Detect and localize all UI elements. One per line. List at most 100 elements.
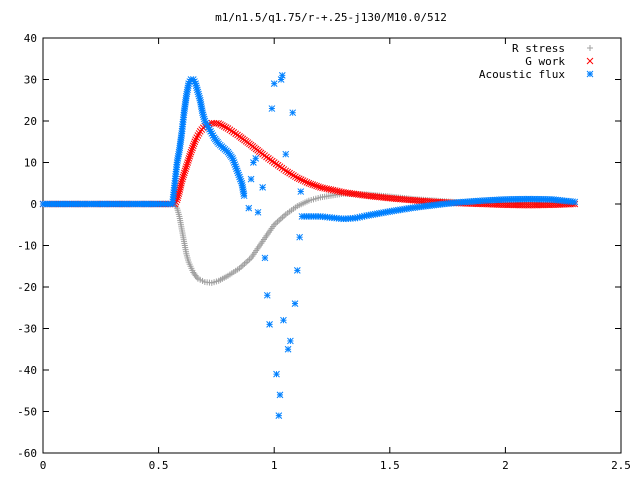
y-tick-label: 10 xyxy=(24,157,37,170)
data-point xyxy=(183,161,191,168)
legend-label: Acoustic flux xyxy=(479,68,565,81)
data-point xyxy=(307,180,315,188)
data-point xyxy=(185,154,193,162)
data-point xyxy=(184,159,192,166)
data-point xyxy=(261,254,269,262)
data-point xyxy=(303,178,311,186)
data-point xyxy=(240,192,248,200)
data-point xyxy=(301,178,309,185)
data-point xyxy=(293,267,301,274)
data-point xyxy=(222,124,230,131)
data-point xyxy=(179,175,186,183)
data-point xyxy=(177,181,185,189)
plot-frame xyxy=(42,37,622,454)
y-tick-label: 30 xyxy=(24,74,37,87)
data-point xyxy=(192,136,199,144)
data-point xyxy=(186,152,194,160)
data-point xyxy=(220,123,228,130)
data-point xyxy=(268,105,276,112)
data-point xyxy=(177,179,185,187)
data-point xyxy=(571,198,579,206)
x-tick-label: 0 xyxy=(40,459,47,472)
data-point xyxy=(187,148,195,156)
series-g-work xyxy=(39,119,579,209)
data-point xyxy=(182,163,190,171)
legend-marker xyxy=(586,57,594,65)
data-point xyxy=(245,204,253,212)
data-point xyxy=(217,121,224,128)
data-point xyxy=(179,173,187,181)
data-point xyxy=(315,183,322,191)
data-point xyxy=(191,138,199,146)
data-point xyxy=(296,233,303,241)
data-point xyxy=(219,122,226,129)
data-point xyxy=(280,316,287,324)
data-point xyxy=(291,300,299,307)
data-point xyxy=(284,345,292,353)
data-point xyxy=(311,181,319,189)
data-point xyxy=(201,117,209,125)
data-point xyxy=(176,186,184,193)
data-point xyxy=(181,167,189,175)
data-point xyxy=(290,172,297,179)
y-tick-label: 40 xyxy=(24,32,37,45)
chart-title: m1/n1.5/q1.75/r-+.25-j130/M10.0/512 xyxy=(215,11,447,24)
data-point xyxy=(263,291,271,299)
data-point xyxy=(213,119,220,127)
data-point xyxy=(180,171,188,179)
data-point xyxy=(297,188,305,195)
data-point xyxy=(247,175,255,183)
data-point xyxy=(252,154,260,162)
x-tick-label: 2 xyxy=(502,459,509,472)
x-tick-label: 0.5 xyxy=(149,459,169,472)
data-point xyxy=(293,174,301,182)
x-tick-label: 1.5 xyxy=(380,459,400,472)
y-tick-label: -60 xyxy=(17,447,37,460)
data-point xyxy=(295,175,303,183)
x-tick-label: 1 xyxy=(271,459,278,472)
y-tick-label: -20 xyxy=(17,281,37,294)
legend-marker xyxy=(586,70,594,78)
data-point xyxy=(277,76,285,83)
data-point xyxy=(190,140,198,148)
data-point xyxy=(305,179,313,187)
legend-marker xyxy=(587,45,593,51)
data-point xyxy=(194,132,202,139)
y-tick-label: -50 xyxy=(17,406,37,419)
data-point xyxy=(299,177,307,184)
data-point xyxy=(254,208,262,216)
data-point xyxy=(184,157,192,164)
data-point xyxy=(273,370,280,378)
data-point xyxy=(175,190,183,197)
y-tick-label: -40 xyxy=(17,364,37,377)
data-point xyxy=(288,170,295,178)
data-point xyxy=(282,150,290,158)
data-point xyxy=(176,184,184,191)
data-point xyxy=(195,130,203,137)
data-point xyxy=(275,412,283,420)
data-point xyxy=(188,146,196,154)
data-layer xyxy=(39,71,579,420)
x-tick-label: 2.5 xyxy=(611,459,631,472)
data-point xyxy=(278,71,286,79)
y-tick-label: -10 xyxy=(17,240,37,253)
data-point xyxy=(286,169,293,177)
data-point xyxy=(186,150,194,158)
data-point xyxy=(182,165,190,173)
data-point xyxy=(259,184,266,191)
data-point xyxy=(181,169,188,177)
data-point xyxy=(297,176,305,184)
data-point xyxy=(193,134,201,141)
legend-label: R stress xyxy=(512,42,565,55)
data-point xyxy=(287,337,294,345)
data-point xyxy=(206,125,213,133)
data-point xyxy=(270,80,278,88)
y-tick-label: 20 xyxy=(24,115,37,128)
data-point xyxy=(178,177,186,185)
data-point xyxy=(176,188,183,195)
data-point xyxy=(313,182,320,190)
data-point xyxy=(276,391,284,399)
